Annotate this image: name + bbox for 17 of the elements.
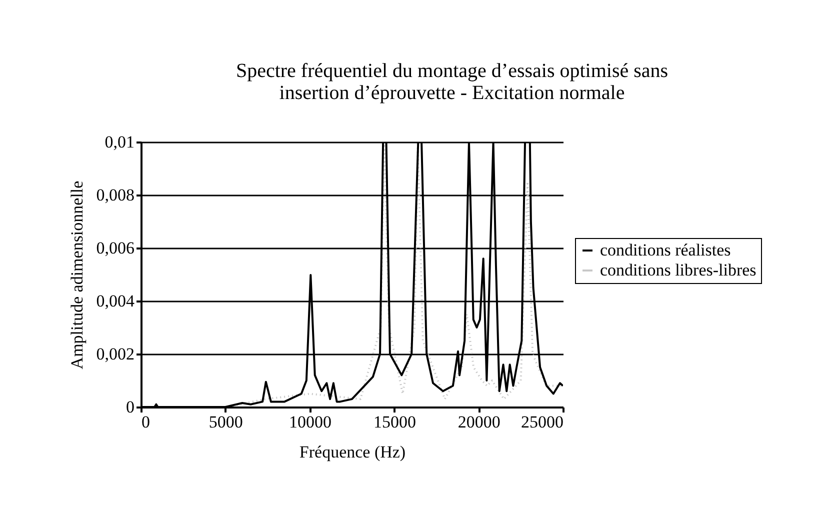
legend-label: conditions libres-libres bbox=[600, 260, 756, 280]
y-axis-title: Amplitude adimensionnelle bbox=[67, 180, 86, 370]
legend-label: conditions réalistes bbox=[600, 240, 731, 260]
y-tick-label: 0 bbox=[126, 398, 134, 416]
x-tick-label: 0 bbox=[142, 412, 150, 432]
y-tick-label: 0,006 bbox=[96, 238, 134, 258]
x-tick-label: 10000 bbox=[289, 412, 332, 432]
y-tick-label: 0,004 bbox=[96, 292, 135, 310]
chart-title: Spectre fréquentiel du montage d’essais optimisé sans insertion d’éprouvette - Excitation normale bbox=[236, 60, 668, 104]
y-tick-label: 0,008 bbox=[96, 186, 134, 204]
x-tick-label: 15000 bbox=[373, 412, 416, 432]
y-tick-label: 0,01 bbox=[104, 132, 134, 152]
x-tick-label: 20000 bbox=[458, 412, 500, 432]
x-tick-label: 5000 bbox=[208, 412, 243, 432]
x-axis-title: Fréquence (Hz) bbox=[299, 442, 406, 462]
x-tick-label: 25000 bbox=[521, 412, 564, 432]
y-tick-label: 0,002 bbox=[96, 344, 134, 364]
